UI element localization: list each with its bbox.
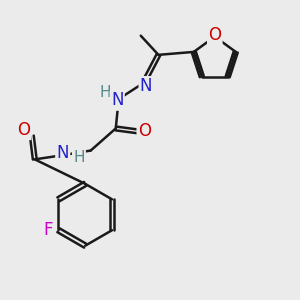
Text: O: O	[138, 122, 151, 140]
Text: O: O	[17, 121, 30, 139]
Text: O: O	[208, 26, 221, 44]
Text: N: N	[111, 92, 124, 110]
Text: N: N	[140, 77, 152, 95]
Text: H: H	[73, 150, 85, 165]
Text: H: H	[100, 85, 111, 100]
Text: F: F	[44, 221, 53, 239]
Text: N: N	[56, 145, 69, 163]
